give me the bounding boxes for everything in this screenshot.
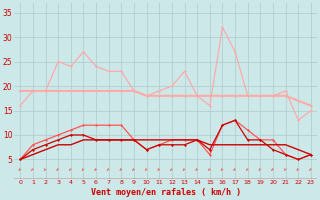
X-axis label: Vent moyen/en rafales ( km/h ): Vent moyen/en rafales ( km/h ) bbox=[91, 188, 241, 197]
